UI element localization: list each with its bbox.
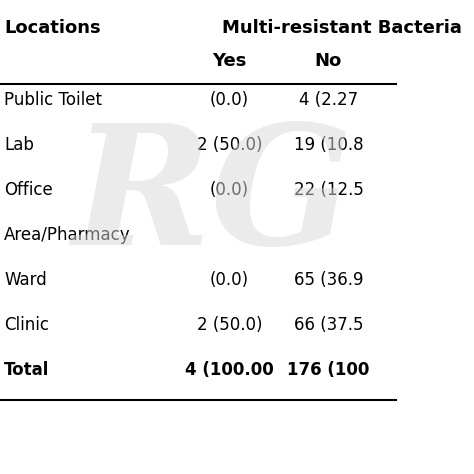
Text: (0.0): (0.0) [210, 91, 249, 109]
Text: Yes: Yes [212, 53, 247, 71]
Text: 19 (10.8: 19 (10.8 [294, 136, 363, 154]
Text: 4 (100.00: 4 (100.00 [185, 361, 274, 379]
Text: Ward: Ward [4, 271, 47, 289]
Text: Clinic: Clinic [4, 316, 49, 334]
Text: (0.0): (0.0) [210, 271, 249, 289]
Text: 176 (100: 176 (100 [287, 361, 370, 379]
Text: RG: RG [73, 118, 354, 280]
Text: Total: Total [4, 361, 49, 379]
Text: Public Toilet: Public Toilet [4, 91, 102, 109]
Text: 2 (50.0): 2 (50.0) [197, 136, 262, 154]
Text: Multi-resistant Bacteria: Multi-resistant Bacteria [222, 19, 462, 37]
Text: 4 (2.27: 4 (2.27 [299, 91, 358, 109]
Text: (0.0): (0.0) [210, 181, 249, 199]
Text: Office: Office [4, 181, 53, 199]
Text: 22 (12.5: 22 (12.5 [293, 181, 364, 199]
Text: No: No [315, 53, 342, 71]
Text: 2 (50.0): 2 (50.0) [197, 316, 262, 334]
Text: Area/Pharmacy: Area/Pharmacy [4, 226, 130, 244]
Text: Locations: Locations [4, 19, 100, 37]
Text: Lab: Lab [4, 136, 34, 154]
Text: 66 (37.5: 66 (37.5 [294, 316, 363, 334]
Text: 65 (36.9: 65 (36.9 [294, 271, 363, 289]
